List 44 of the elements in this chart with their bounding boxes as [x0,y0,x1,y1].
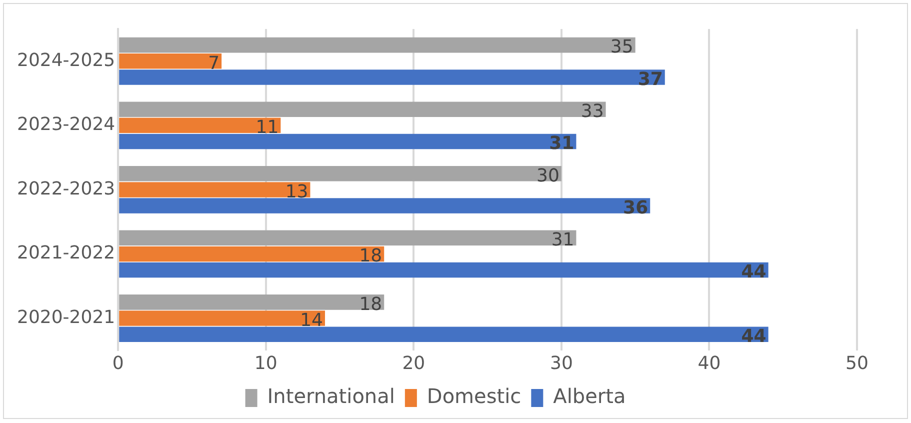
data-label: 37 [638,68,663,90]
data-label: 30 [536,165,560,186]
legend-label: Alberta [553,384,626,408]
data-label: 18 [359,246,382,267]
y-tick-label: 2024-2025 [16,50,116,71]
x-tick-label: 0 [112,352,124,374]
bar [119,326,768,342]
legend-label: International [267,384,395,408]
bar [119,118,281,134]
x-tick-label: 50 [846,352,868,374]
y-tick-label: 2023-2024 [16,114,116,136]
data-label: 14 [300,310,323,331]
data-label: 35 [610,36,634,58]
bar [119,198,650,214]
bar [119,37,636,53]
data-label: 13 [285,181,308,202]
legend-label: Domestic [426,384,522,408]
bar [119,134,576,150]
bar [119,262,768,278]
bar [119,246,384,262]
data-label: 18 [359,294,382,315]
bar [119,70,665,85]
data-label: 36 [623,197,648,218]
data-label: 7 [208,52,220,74]
y-tick-label: 2021-2022 [16,242,116,264]
x-tick-label: 30 [550,352,573,374]
bar [119,166,562,182]
data-label: 33 [580,101,604,122]
bar [119,54,222,69]
data-label: 44 [741,262,766,283]
x-tick-label: 40 [698,352,721,374]
bar [119,310,325,326]
x-tick-label: 20 [402,352,426,374]
y-tick-label: 2020-2021 [16,306,116,328]
data-label: 31 [551,230,574,251]
bar [119,294,384,310]
bar [119,182,310,198]
data-label: 11 [256,117,279,138]
data-label: 44 [741,326,766,347]
x-tick-label: 10 [254,352,278,374]
y-tick-label: 2022-2023 [16,178,116,200]
bar [119,230,576,246]
data-label: 31 [549,133,574,154]
bar [119,102,606,117]
